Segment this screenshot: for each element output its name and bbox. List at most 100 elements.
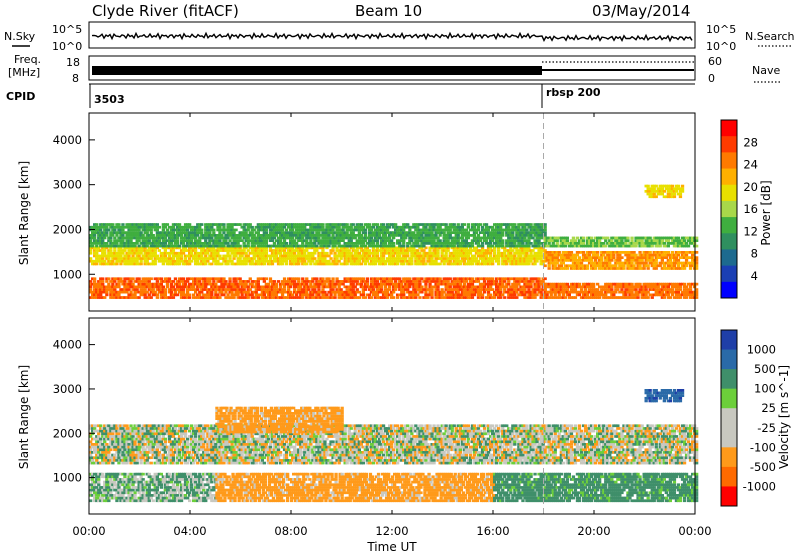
heatmap-cell bbox=[224, 239, 228, 242]
heatmap-cell bbox=[458, 282, 462, 286]
heatmap-cell bbox=[519, 251, 523, 255]
heatmap-cell bbox=[299, 249, 303, 252]
heatmap-cell bbox=[640, 288, 644, 291]
heatmap-cell bbox=[282, 254, 287, 258]
heatmap-cell bbox=[545, 290, 549, 294]
heatmap-cell bbox=[676, 282, 681, 286]
heatmap-cell bbox=[311, 257, 315, 260]
heatmap-cell bbox=[571, 261, 576, 265]
heatmap-cell bbox=[276, 223, 281, 226]
heatmap-cell bbox=[282, 244, 287, 248]
heatmap-cell bbox=[365, 246, 369, 250]
heatmap-cell bbox=[341, 251, 345, 255]
heatmap-cell bbox=[159, 257, 163, 260]
heatmap-cell bbox=[317, 242, 321, 245]
heatmap-cell bbox=[266, 244, 271, 248]
heatmap-cell bbox=[630, 290, 634, 294]
heatmap-cell bbox=[491, 288, 495, 291]
heatmap-cell bbox=[315, 249, 319, 252]
heatmap-cell bbox=[654, 282, 658, 286]
heatmap-cell bbox=[117, 282, 121, 286]
heatmap-cell bbox=[442, 244, 446, 248]
heatmap-cell bbox=[115, 239, 119, 242]
heatmap-cell bbox=[240, 239, 244, 242]
heatmap-cell bbox=[590, 256, 594, 259]
heatmap-cell bbox=[436, 280, 440, 283]
heatmap-cell bbox=[670, 288, 675, 291]
heatmap-cell bbox=[317, 254, 321, 258]
heatmap-cell bbox=[192, 277, 196, 281]
heatmap-cell bbox=[430, 257, 434, 260]
heatmap-cell bbox=[456, 223, 460, 226]
heatmap-cell bbox=[408, 257, 412, 260]
heatmap-cell bbox=[327, 290, 331, 294]
heatmap-cell bbox=[499, 236, 503, 240]
heatmap-cell bbox=[143, 249, 147, 252]
heatmap-cell bbox=[210, 251, 214, 255]
heatmap-cell bbox=[321, 259, 325, 263]
heatmap-cell bbox=[295, 223, 299, 226]
heatmap-cell bbox=[440, 282, 444, 286]
heatmap-cell bbox=[264, 254, 268, 258]
heatmap-cell bbox=[388, 282, 392, 286]
heatmap-cell bbox=[440, 231, 444, 234]
heatmap-cell bbox=[519, 236, 523, 240]
heatmap-cell bbox=[495, 293, 499, 297]
heatmap-cell bbox=[129, 280, 133, 283]
heatmap-cell bbox=[414, 259, 418, 263]
heatmap-cell bbox=[276, 246, 281, 250]
heatmap-cell bbox=[214, 257, 218, 260]
heatmap-cell bbox=[644, 288, 648, 291]
heatmap-cell bbox=[137, 257, 141, 260]
heatmap-cell bbox=[196, 231, 200, 234]
heatmap-cell bbox=[161, 251, 165, 255]
heatmap-cell bbox=[551, 253, 555, 257]
heatmap-cell bbox=[297, 288, 301, 291]
heatmap-cell bbox=[276, 288, 281, 291]
heatmap-cell bbox=[107, 288, 111, 291]
heatmap-cell bbox=[258, 244, 262, 248]
heatmap-cell bbox=[529, 296, 533, 299]
heatmap-cell bbox=[539, 234, 543, 237]
heatmap-cell bbox=[422, 249, 426, 252]
heatmap-cell bbox=[101, 236, 105, 240]
heatmap-cell bbox=[428, 285, 432, 289]
heatmap-cell bbox=[325, 277, 329, 281]
heatmap-cell bbox=[406, 280, 410, 283]
heatmap-cell bbox=[113, 254, 117, 258]
heatmap-cell bbox=[537, 282, 541, 286]
heatmap-cell bbox=[117, 254, 121, 258]
heatmap-cell bbox=[444, 293, 448, 297]
heatmap-cell bbox=[242, 288, 246, 291]
heatmap-cell bbox=[400, 296, 404, 299]
heatmap-cell bbox=[103, 234, 107, 237]
heatmap-cell bbox=[115, 257, 119, 260]
heatmap-cell bbox=[596, 296, 600, 299]
heatmap-cell bbox=[499, 293, 503, 297]
heatmap-cell bbox=[565, 282, 569, 286]
heatmap-cell bbox=[480, 228, 485, 232]
heatmap-cell bbox=[232, 244, 236, 248]
heatmap-cell bbox=[204, 236, 208, 240]
heatmap-cell bbox=[321, 244, 325, 248]
heatmap-cell bbox=[414, 257, 418, 260]
heatmap-cell bbox=[97, 231, 101, 234]
heatmap-cell bbox=[343, 280, 347, 283]
heatmap-cell bbox=[272, 296, 277, 299]
heatmap-cell bbox=[585, 296, 590, 299]
heatmap-cell bbox=[678, 282, 683, 286]
heatmap-cell bbox=[177, 259, 182, 263]
heatmap-cell bbox=[228, 225, 232, 229]
heatmap-cell bbox=[119, 244, 123, 248]
heatmap-cell bbox=[99, 249, 103, 252]
heatmap-cell bbox=[410, 262, 414, 266]
heatmap-cell bbox=[202, 262, 206, 266]
heatmap-cell bbox=[424, 251, 428, 255]
heatmap-cell bbox=[529, 249, 533, 252]
heatmap-cell bbox=[109, 249, 113, 252]
heatmap-cell bbox=[444, 251, 448, 255]
heatmap-cell bbox=[131, 236, 135, 240]
heatmap-cell bbox=[375, 246, 380, 250]
heatmap-cell bbox=[200, 257, 204, 260]
heatmap-cell bbox=[476, 234, 481, 237]
